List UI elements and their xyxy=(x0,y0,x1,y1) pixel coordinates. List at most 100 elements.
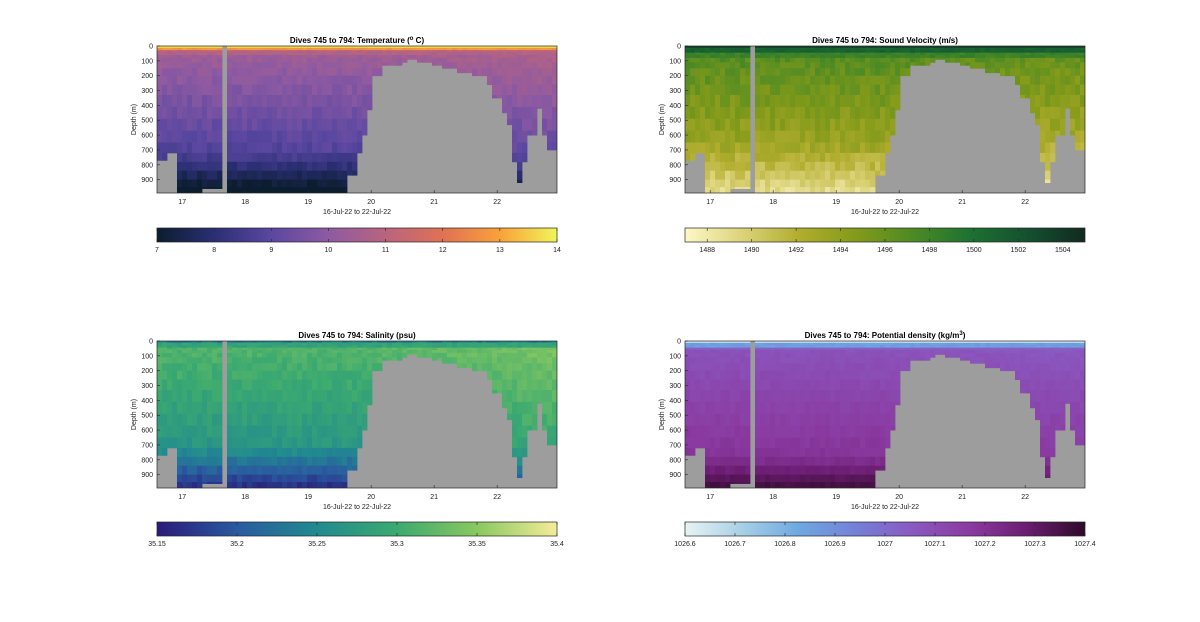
y-axis-label: Depth (m) xyxy=(131,399,138,430)
heatmap-cell xyxy=(780,363,786,372)
heatmap-cell xyxy=(427,54,433,59)
heatmap-cell xyxy=(272,187,278,193)
heatmap-cell xyxy=(800,379,806,391)
heatmap-cell xyxy=(167,437,173,449)
heatmap-cell xyxy=(207,84,213,96)
heatmap-cell xyxy=(332,170,338,181)
heatmap-cell xyxy=(272,370,278,381)
heatmap-cell xyxy=(790,357,796,364)
heatmap-cell xyxy=(775,347,781,351)
heatmap-cell xyxy=(182,68,188,77)
heatmap-cell xyxy=(1050,413,1056,427)
heatmap-cell xyxy=(372,46,378,49)
heatmap-cell xyxy=(745,179,751,188)
heatmap-cell xyxy=(785,379,791,391)
heatmap-cell xyxy=(377,342,383,346)
heatmap-cell xyxy=(522,413,528,427)
heatmap-cell xyxy=(272,62,278,69)
heatmap-cell xyxy=(187,57,193,63)
heatmap-cell xyxy=(257,425,263,438)
heatmap-cell xyxy=(815,413,821,427)
heatmap-cell xyxy=(1035,357,1041,364)
heatmap-cell xyxy=(725,47,731,51)
heatmap-cell xyxy=(312,437,318,449)
heatmap-cell xyxy=(347,347,353,351)
heatmap-cell xyxy=(507,357,513,364)
heatmap-cell xyxy=(492,57,498,63)
heatmap-cell xyxy=(182,52,188,56)
heatmap-cell xyxy=(512,447,518,458)
heatmap-cell xyxy=(720,68,726,77)
heatmap-cell xyxy=(1025,352,1031,358)
heatmap-cell xyxy=(447,357,453,364)
heatmap-cell xyxy=(1060,390,1066,403)
heatmap-cell xyxy=(850,341,856,344)
heatmap-cell xyxy=(965,54,971,59)
heatmap-cell xyxy=(735,50,741,54)
heatmap-cell xyxy=(532,52,538,56)
heatmap-cell xyxy=(282,50,288,54)
heatmap-cell xyxy=(277,46,283,49)
heatmap-cell xyxy=(247,84,253,96)
heatmap-cell xyxy=(870,46,876,49)
heatmap-cell xyxy=(342,47,348,51)
heatmap-cell xyxy=(1015,349,1021,354)
heatmap-cell xyxy=(825,68,831,77)
heatmap-cell xyxy=(307,352,313,358)
heatmap-cell xyxy=(532,401,538,415)
colorbar-tick-label: 11 xyxy=(382,247,389,254)
heatmap-cell xyxy=(850,152,856,163)
heatmap-cell xyxy=(1080,130,1085,143)
heatmap-cell xyxy=(840,413,846,427)
heatmap-cell xyxy=(522,437,528,449)
heatmap-cell xyxy=(835,46,841,49)
heatmap-cell xyxy=(1060,357,1066,364)
heatmap-cell xyxy=(790,118,796,132)
heatmap-cell xyxy=(212,425,218,438)
heatmap-cell xyxy=(357,75,363,86)
heatmap-cell xyxy=(755,142,761,154)
heatmap-cell xyxy=(885,401,891,415)
heatmap-cell xyxy=(745,187,751,189)
heatmap-cell xyxy=(187,187,193,193)
heatmap-cell xyxy=(1075,54,1081,59)
heatmap-cell xyxy=(985,57,991,63)
heatmap-cell xyxy=(690,447,696,456)
heatmap-cell xyxy=(960,50,966,54)
heatmap-cell xyxy=(960,47,966,51)
heatmap-cell xyxy=(252,130,258,143)
heatmap-cell xyxy=(307,46,313,49)
heatmap-cell xyxy=(755,187,761,193)
heatmap-cell xyxy=(720,401,726,415)
heatmap-cell xyxy=(865,46,871,49)
heatmap-cell xyxy=(352,437,358,449)
heatmap-cell xyxy=(1000,62,1006,69)
heatmap-cell xyxy=(1040,425,1046,438)
heatmap-cell xyxy=(217,482,223,484)
heatmap-cell xyxy=(497,50,503,54)
heatmap-cell xyxy=(357,68,363,77)
heatmap-cell xyxy=(865,152,871,163)
heatmap-cell xyxy=(845,187,851,193)
heatmap-cell xyxy=(542,363,548,372)
heatmap-cell xyxy=(1065,50,1071,54)
heatmap-cell xyxy=(207,50,213,54)
heatmap-cell xyxy=(407,342,413,346)
heatmap-cell xyxy=(312,152,318,163)
heatmap-cell xyxy=(287,75,293,86)
heatmap-cell xyxy=(497,46,503,49)
heatmap-cell xyxy=(462,342,468,346)
heatmap-cell xyxy=(372,54,378,59)
heatmap-cell xyxy=(527,363,533,372)
heatmap-cell xyxy=(835,130,841,143)
heatmap-cell xyxy=(547,425,553,438)
heatmap-cell xyxy=(537,341,543,344)
heatmap-cell xyxy=(227,357,233,364)
heatmap-cell xyxy=(805,482,811,488)
heatmap-cell xyxy=(685,345,691,349)
heatmap-cell xyxy=(477,357,483,364)
heatmap-cell xyxy=(820,130,826,143)
heatmap-cell xyxy=(337,46,343,49)
heatmap-cell xyxy=(780,106,786,120)
heatmap-cell xyxy=(352,390,358,403)
